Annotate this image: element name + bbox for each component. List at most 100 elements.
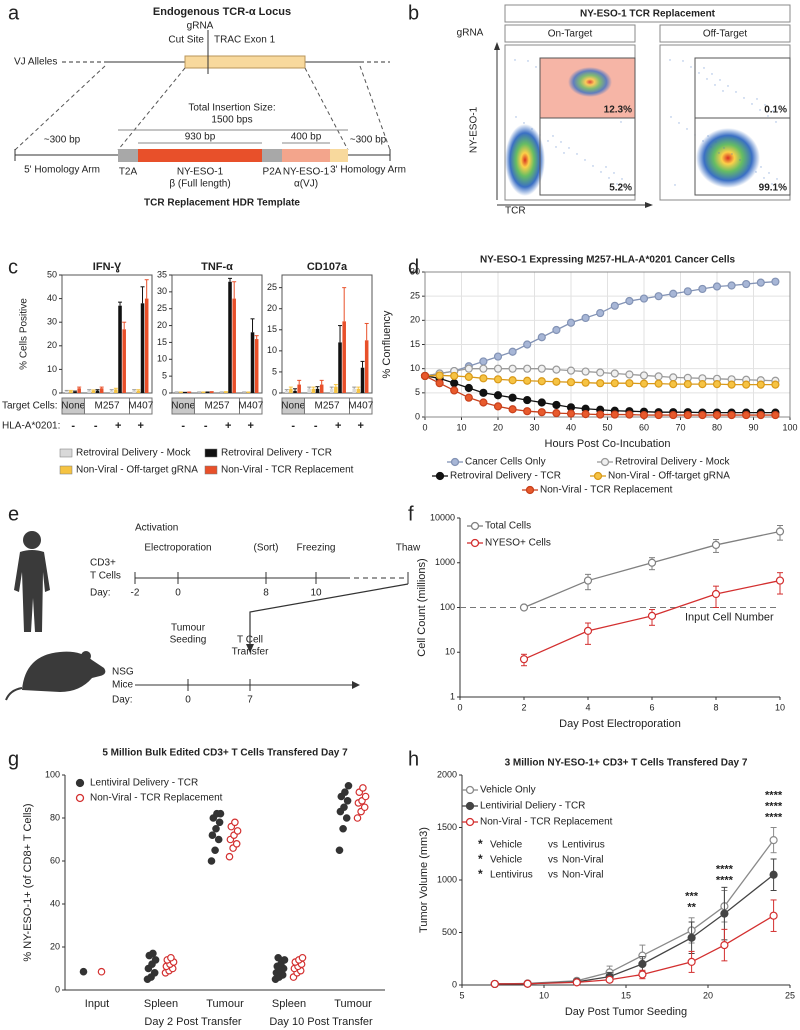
point xyxy=(353,814,362,822)
event-dot xyxy=(678,122,680,124)
significance: **** xyxy=(765,800,783,812)
bar xyxy=(174,392,179,393)
point xyxy=(231,818,239,827)
x-tick-label: 70 xyxy=(675,422,685,432)
chart-title: NY-ESO-1 TCR Replacement xyxy=(580,9,716,20)
y-tick-label: 30 xyxy=(410,266,420,276)
y-axis-label: % NY-ESO-1+ (of CD8+ T Cells) xyxy=(22,803,34,961)
point xyxy=(566,378,576,387)
event-dot xyxy=(723,147,725,149)
bar xyxy=(319,384,324,393)
event-dot xyxy=(760,166,762,168)
bar xyxy=(73,391,77,393)
point xyxy=(339,824,347,833)
bar xyxy=(334,386,338,393)
key-star: * xyxy=(478,837,483,851)
legend-label: Total Cells xyxy=(485,521,531,532)
bar xyxy=(87,390,91,393)
key-label: vs xyxy=(548,870,558,881)
x-tick-label: 10 xyxy=(456,422,466,432)
point xyxy=(232,839,241,848)
label: gRNA xyxy=(187,21,214,32)
y-tick-label: 0 xyxy=(415,411,420,421)
bar xyxy=(95,390,100,393)
point xyxy=(711,540,721,550)
bar xyxy=(250,332,255,393)
x-tick-label: + xyxy=(248,420,254,432)
table-label: M407 xyxy=(128,401,153,412)
rule xyxy=(304,67,349,151)
point xyxy=(742,380,751,389)
point xyxy=(464,372,473,381)
point xyxy=(216,809,225,818)
event-dot xyxy=(531,128,533,130)
row-label: Target Cells: xyxy=(2,401,58,412)
x-tick-label: 15 xyxy=(621,990,631,1000)
point xyxy=(698,410,707,420)
point xyxy=(654,372,663,381)
point xyxy=(519,603,529,612)
point xyxy=(625,379,634,388)
y-tick-label: 40 xyxy=(47,293,57,303)
x-tick-label: - xyxy=(94,420,98,432)
event-dot xyxy=(514,59,516,61)
event-dot xyxy=(576,153,578,155)
label: 0 xyxy=(185,695,191,706)
event-dot xyxy=(707,135,709,137)
point xyxy=(605,975,614,984)
point xyxy=(771,277,780,286)
table-cell xyxy=(239,397,263,415)
event-dot xyxy=(592,165,594,167)
point xyxy=(479,388,488,397)
label: NY-ESO-1 xyxy=(177,167,224,178)
y-tick-label: 25 xyxy=(157,303,167,313)
event-dot xyxy=(735,91,737,93)
point xyxy=(211,846,219,855)
bar xyxy=(118,305,122,393)
point xyxy=(727,410,736,420)
event-dot xyxy=(621,178,623,180)
event-dot xyxy=(775,121,777,123)
x-axis-label: Day Post Tumor Seeding xyxy=(565,1006,687,1018)
table-label: M407 xyxy=(238,401,263,412)
point xyxy=(359,784,367,792)
label: Transfer xyxy=(232,647,270,658)
reference-label: Input Cell Number xyxy=(685,611,774,623)
gate xyxy=(539,117,636,196)
y-tick-label: 100 xyxy=(45,769,60,779)
point xyxy=(537,364,546,373)
bar xyxy=(228,281,232,393)
event-dot xyxy=(763,177,765,179)
event-dot xyxy=(747,165,749,167)
alpha xyxy=(282,149,330,162)
label: P2A xyxy=(263,167,282,178)
point xyxy=(596,368,605,377)
y-tick-label: 0 xyxy=(55,984,60,994)
significance: *** xyxy=(685,891,699,903)
x-tick-label: - xyxy=(204,420,208,432)
point xyxy=(537,333,546,342)
bar xyxy=(224,391,228,393)
event-dot xyxy=(706,78,708,80)
event-dot xyxy=(743,97,745,99)
t2a xyxy=(118,149,138,162)
point xyxy=(769,911,778,920)
significance: **** xyxy=(716,874,734,886)
point xyxy=(711,589,721,599)
point xyxy=(519,655,529,664)
point xyxy=(523,395,532,405)
bar xyxy=(187,392,191,393)
point xyxy=(669,410,678,420)
event-dot xyxy=(523,122,525,124)
point xyxy=(639,294,649,303)
point xyxy=(435,379,444,388)
x-tick-label: 80 xyxy=(712,422,722,432)
beta xyxy=(138,149,262,162)
x-tick-label: 25 xyxy=(785,990,795,1000)
point xyxy=(342,814,351,822)
label: Tumour xyxy=(171,623,206,634)
y-tick-label: 15 xyxy=(410,339,420,349)
event-dot xyxy=(714,84,716,86)
point xyxy=(215,818,224,827)
x-tick-label: Spleen xyxy=(144,998,178,1010)
